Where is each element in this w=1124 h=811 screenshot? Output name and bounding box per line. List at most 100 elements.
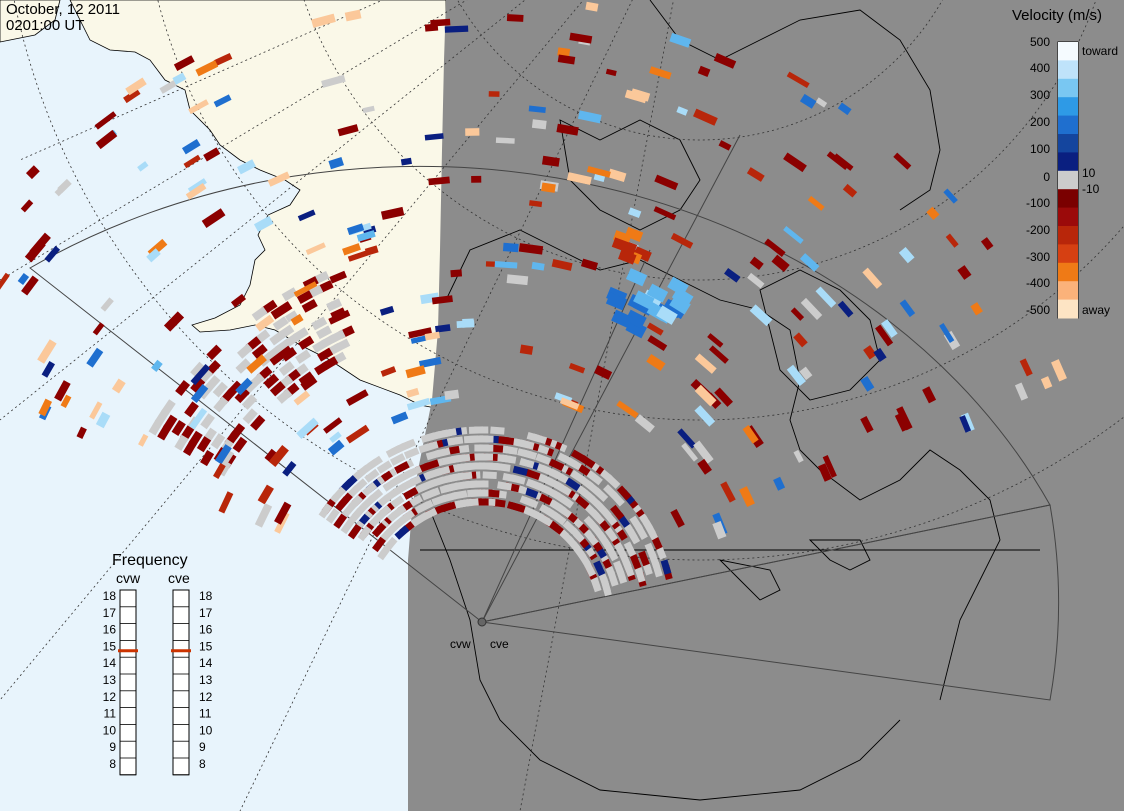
radar-echo-cell [612, 230, 632, 246]
radar-echo-cell [328, 156, 344, 170]
radar-echo-cell [583, 561, 596, 577]
radar-echo-cell [242, 408, 258, 425]
colorbar-tick-label: 0 [1043, 170, 1050, 184]
radar-echo-cell [295, 349, 312, 364]
radar-echo-cell [380, 366, 397, 377]
radar-echo-cell [522, 506, 539, 519]
radar-echo-cell [611, 309, 633, 329]
radar-echo-cell [212, 381, 228, 398]
radar-echo-cell [250, 414, 266, 431]
radar-echo-cell [647, 335, 668, 352]
radar-echo-cell [634, 414, 655, 433]
radar-echo-cell [148, 419, 163, 436]
radar-echo-cell [434, 324, 451, 333]
radar-echo-cell [335, 496, 350, 512]
radar-echo-cell [439, 483, 455, 494]
radar-echo-cell [525, 468, 541, 481]
radar-echo-cell [577, 110, 602, 124]
frequency-scale-label: 14 [103, 656, 117, 670]
radar-echo-cell [1051, 359, 1067, 382]
radar-echo-cell [441, 455, 457, 466]
radar-echo-cell [171, 419, 186, 437]
radar-echo-cell [175, 380, 191, 396]
radar-echo-cell [421, 488, 437, 501]
radar-echo-cell [970, 302, 983, 316]
frequency-scale-box [119, 589, 137, 776]
radar-echo-cell [557, 452, 573, 466]
colorbar-toward-label: toward [1082, 44, 1118, 58]
radar-echo-cell [100, 297, 114, 312]
radar-echo-cell [296, 417, 319, 439]
radar-echo-cell [574, 494, 590, 510]
radar-echo-cell [713, 52, 737, 69]
colorbar-tick-label: -300 [1026, 250, 1050, 264]
radar-echo-cell [518, 243, 544, 255]
colorbar-ticks: 500400300200100100-10-100-200-300-400-50… [1026, 35, 1100, 317]
radar-echo-cell [0, 272, 10, 295]
radar-echo-cell [783, 152, 807, 173]
colorbar-swatch [1058, 281, 1078, 301]
radar-echo-cell [44, 245, 61, 263]
radar-echo-cell [424, 23, 439, 32]
radar-echo-cell [345, 389, 369, 406]
radar-echo-cell [494, 261, 518, 269]
radar-echo-cell [37, 339, 57, 364]
radar-echo-cell [541, 182, 556, 193]
radar-echo-cell [623, 541, 637, 558]
radar-echo-cell [528, 105, 546, 114]
colorbar-tick-label: 100 [1030, 142, 1050, 156]
radar-echo-cell [896, 406, 913, 431]
radar-echo-cell [670, 232, 694, 249]
radar-echo-cell [410, 335, 427, 344]
radar-echo-cell [539, 503, 555, 518]
radar-echo-cell [213, 396, 229, 413]
radar-echo-cell [694, 353, 717, 374]
radar-echo-cell [361, 494, 377, 510]
radar-echo-cell [625, 268, 648, 287]
radar-echo-cell [618, 249, 637, 265]
radar-echo-cell [471, 175, 482, 183]
radar-echo-cell [746, 167, 765, 182]
radar-echo-cell [862, 267, 883, 289]
radar-echo-cell [60, 394, 72, 408]
frequency-scale-label: 16 [103, 623, 117, 637]
frequency-scale-label: 10 [103, 723, 117, 737]
frequency-scale-label: 8 [199, 757, 206, 771]
frequency-scale-label: 16 [199, 623, 213, 637]
radar-echo-cell [20, 199, 34, 213]
radar-echo-cell [151, 359, 163, 373]
radar-echo-cell [414, 501, 431, 514]
frequency-radar-cve: cve [168, 570, 190, 586]
radar-echo-cell [873, 347, 887, 362]
frequency-scale-label: 15 [103, 639, 117, 653]
radar-echo-cell [959, 415, 972, 433]
colorbar-swatch [1058, 42, 1078, 61]
time-label: 0201:00 UT [6, 17, 85, 34]
radar-echo-cell [181, 139, 201, 155]
radar-echo-cell [206, 344, 222, 361]
colorbar-tick-label: -500 [1026, 303, 1050, 317]
radar-echo-cell [625, 309, 647, 329]
frequency-radar-cvw: cvw [116, 570, 141, 586]
radar-echo-cell [236, 343, 253, 359]
radar-echo-cell [474, 462, 489, 470]
land-chukotka [0, 0, 61, 43]
radar-echo-cell [1014, 382, 1029, 401]
radar-echo-cell [328, 309, 351, 325]
radar-echo-cell [629, 515, 643, 532]
radar-echo-cell [24, 239, 46, 263]
colorbar-swatch [1058, 97, 1078, 117]
frequency-scale-label: 14 [199, 656, 213, 670]
radar-echo-cell [525, 478, 542, 491]
radar-echo-cell [41, 361, 56, 378]
radar-echo-cell [898, 246, 915, 264]
radar-echo-cell [253, 215, 274, 232]
velocity-colorbar: Velocity (m/s) 500400300200100100-10-100… [1012, 7, 1118, 319]
radar-echo-cell [799, 93, 817, 109]
radar-echo-cell [431, 295, 453, 305]
radar-echo-cell [629, 554, 642, 570]
radar-echo-cell [269, 381, 286, 397]
radar-echo-cell [125, 77, 147, 96]
radar-echo-cell [92, 322, 105, 336]
colorbar-swatch [1058, 299, 1078, 319]
